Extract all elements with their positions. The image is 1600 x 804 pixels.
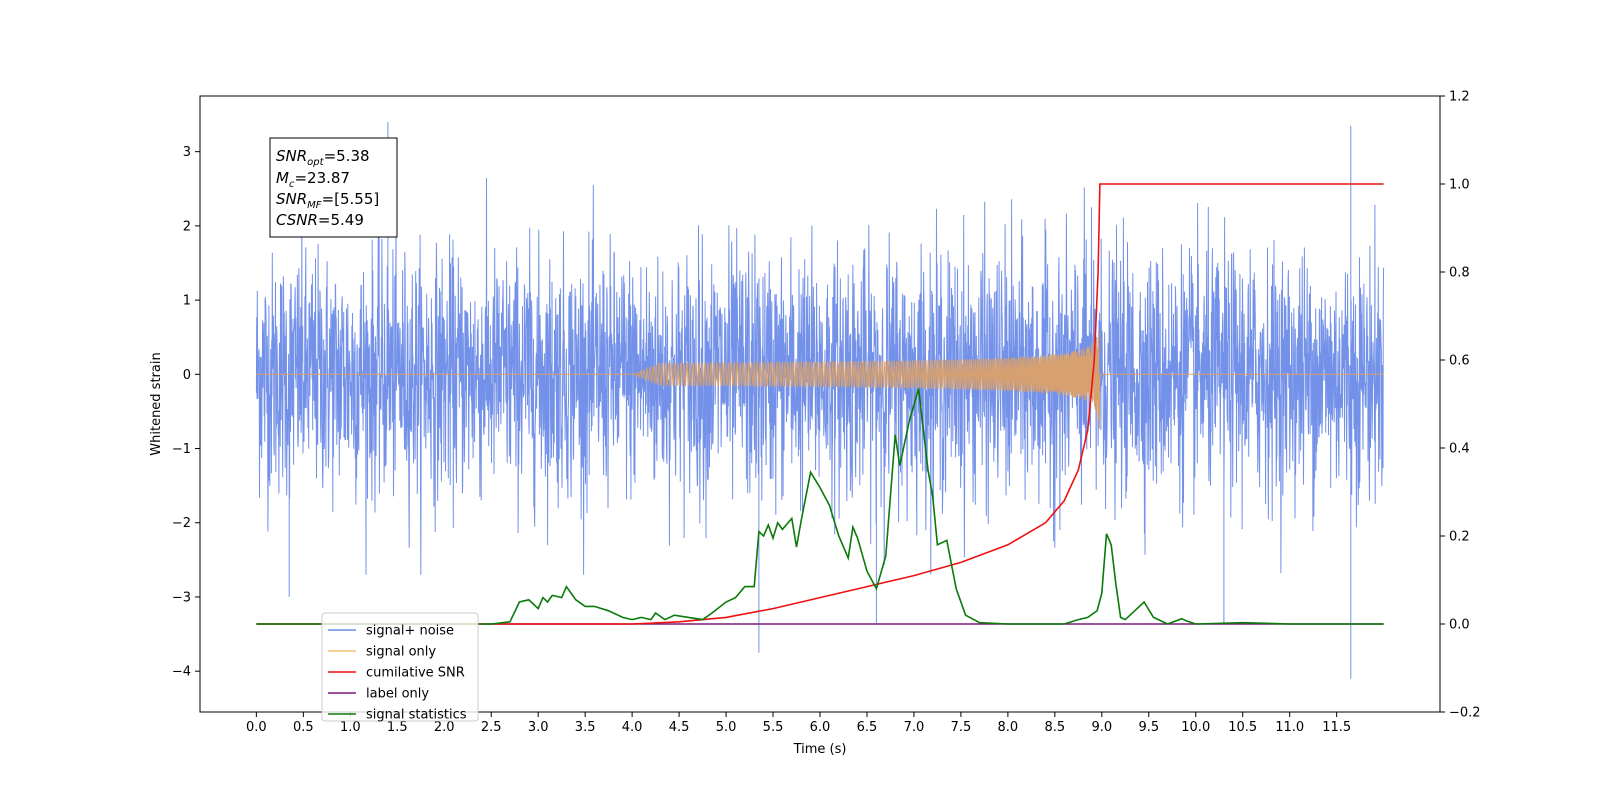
x-tick-label: 0.0 [246, 720, 267, 735]
y-tick-label: 0 [183, 368, 191, 383]
legend-label: label only [366, 687, 429, 702]
y2-tick-label: 1.0 [1449, 178, 1470, 193]
y-tick-label: 2 [183, 219, 191, 234]
legend-label: cumilative SNR [366, 666, 465, 681]
x-tick-label: 2.0 [434, 720, 455, 735]
x-tick-label: 2.5 [481, 720, 502, 735]
series-signal-statistics-line [256, 388, 1384, 625]
x-tick-label: 7.0 [904, 720, 925, 735]
x-tick-label: 3.5 [575, 720, 596, 735]
series-signal-only-line [256, 330, 1384, 429]
y2-tick-label: 0.4 [1449, 442, 1470, 457]
y-tick-label: −3 [172, 590, 191, 605]
x-tick-label: 10.5 [1228, 720, 1257, 735]
y2-tick-label: 0.6 [1449, 354, 1470, 369]
legend-frame [321, 612, 479, 722]
x-tick-label: 4.5 [669, 720, 690, 735]
x-tick-label: 0.5 [293, 720, 314, 735]
y-axis-label: Whitened strain [149, 352, 164, 455]
annotation-snr-opt: SNRopt=5.38 [276, 147, 370, 168]
x-tick-label: 11.5 [1322, 720, 1351, 735]
y-tick-label: 1 [183, 294, 191, 309]
x-axis-label: Time (s) [793, 742, 847, 757]
x-axis-ticks: 0.0 0.5 1.0 1.5 2.0 2.5 3.0 3.5 4.0 4.5 5.0 5.5 6.0 6… [246, 712, 1351, 735]
y2-axis-ticks: 1.2 1.0 0.8 0.6 0.4 0.2 0.0 −0.2 [1440, 90, 1481, 721]
y-tick-label: 3 [183, 145, 191, 160]
y-tick-label: −4 [172, 665, 191, 680]
y2-tick-label: −0.2 [1449, 706, 1481, 721]
x-tick-label: 7.5 [951, 720, 972, 735]
y2-tick-label: 1.2 [1449, 90, 1470, 105]
annotation-snr-mf: SNRMF=[5.55] [276, 190, 379, 211]
x-tick-label: 9.5 [1138, 720, 1159, 735]
y-axis-ticks: 3 2 1 0 −1 −2 −3 −4 [172, 145, 200, 680]
snr-annotation-box: SNRopt=5.38 Mc=23.87 SNRMF=[5.55] CSNR=5… [269, 137, 398, 238]
legend: signal+ noise signal only cumilative SNR la… [321, 612, 479, 723]
series-signal-noise-line [255, 122, 1385, 679]
x-tick-label: 1.5 [387, 720, 408, 735]
x-tick-label: 8.0 [998, 720, 1019, 735]
x-tick-label: 1.0 [340, 720, 361, 735]
annotation-csnr: CSNR=5.49 [276, 211, 364, 229]
x-tick-label: 5.5 [763, 720, 784, 735]
y2-tick-label: 0.2 [1449, 530, 1470, 545]
x-tick-label: 11.0 [1275, 720, 1304, 735]
x-tick-label: 6.5 [857, 720, 878, 735]
x-tick-label: 4.0 [622, 720, 643, 735]
legend-label: signal statistics [366, 708, 467, 723]
annotation-mc: Mc=23.87 [276, 169, 350, 190]
x-tick-label: 6.0 [810, 720, 831, 735]
legend-label: signal only [366, 645, 436, 660]
legend-label: signal+ noise [366, 624, 454, 639]
x-tick-label: 9.0 [1091, 720, 1112, 735]
series-cumulative-snr-line [256, 183, 1384, 625]
x-tick-label: 3.0 [528, 720, 549, 735]
y-tick-label: −1 [172, 442, 191, 457]
y2-tick-label: 0.0 [1449, 618, 1470, 633]
x-tick-label: 10.0 [1181, 720, 1210, 735]
plot-area [255, 122, 1385, 679]
annotation-frame [269, 137, 398, 238]
x-tick-label: 5.0 [716, 720, 737, 735]
y-tick-label: −2 [172, 516, 191, 531]
y2-tick-label: 0.8 [1449, 266, 1470, 281]
x-tick-label: 8.5 [1045, 720, 1066, 735]
